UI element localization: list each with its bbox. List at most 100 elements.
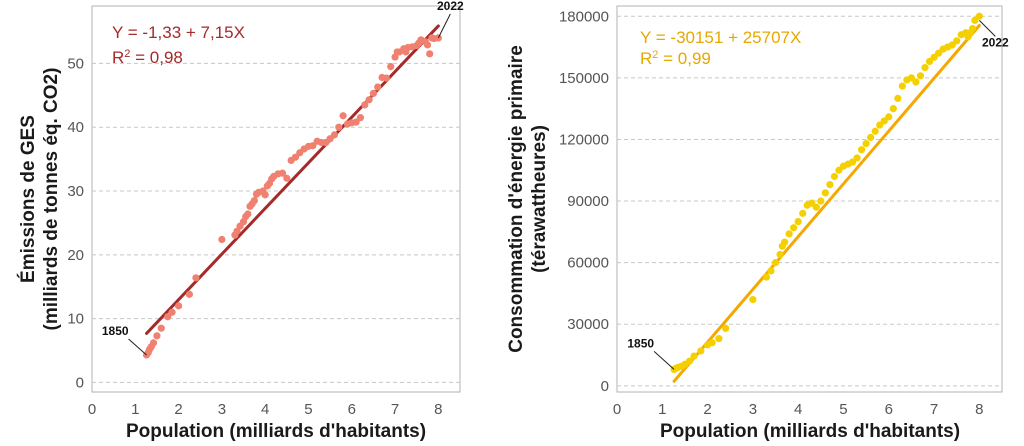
data-point [149,339,158,347]
data-point [192,274,200,282]
x-tick-label: 6 [885,401,893,418]
data-point [382,74,390,82]
data-point [857,146,866,154]
x-tick-label: 7 [391,401,399,418]
data-point [426,50,434,58]
data-points [142,34,442,359]
data-point [387,63,395,71]
data-point [776,250,784,259]
x-tick-label: 2 [703,401,711,418]
data-point [921,63,929,72]
data-point [330,131,339,139]
x-tick-label: 1 [658,401,666,418]
data-point [780,238,789,246]
x-tick-label: 2 [174,401,182,418]
data-point [889,105,897,113]
x-tick-label: 8 [975,401,983,418]
data-point [862,139,870,148]
year-label: 2022 [982,35,1009,49]
x-tick-label: 5 [839,401,847,418]
data-point [968,24,977,33]
data-point [898,82,906,90]
ghg-emissions-chart: 0 10 20 30 40 50 0 1 2 3 4 5 6 7 8 1850 2022 Y = -1,33… [17,0,464,442]
y-tick-label: 60000 [567,255,609,272]
data-point [975,12,983,20]
data-point [708,339,716,347]
data-point [352,118,360,126]
regression-line-segment [145,24,440,335]
data-point [867,133,875,142]
r-squared: R2 = 0,99 [640,49,711,68]
data-point [174,302,183,310]
data-point [291,153,300,161]
regression-equation: Y = -30151 + 25707X [640,28,801,47]
data-point [185,290,194,298]
year-annotations: 1850 2022 [102,0,464,356]
y-tick-labels: 0 30000 60000 90000 120000 150000 180000 [559,8,609,395]
x-tick-label: 0 [613,401,621,418]
data-point [697,347,705,355]
y-tick-label: 0 [76,374,84,391]
x-tick-label: 3 [749,401,757,418]
data-point [794,217,802,226]
data-point [853,154,861,162]
y-tick-label: 30 [67,183,84,200]
annotation-leader [128,338,147,356]
y-axis-title-line1: Consommation d'énergie primaire [506,45,527,353]
plot-frame [91,5,461,393]
data-point [767,267,775,275]
data-point [365,96,373,104]
x-tick-label: 6 [348,401,356,418]
y-axis-title-line2: (milliards de tonnes éq. CO2) [41,68,62,331]
data-point [817,197,825,205]
x-axis-title: Population (milliards d'habitants) [660,421,960,442]
y-tick-label: 0 [601,378,609,395]
year-label: 1850 [627,336,654,350]
data-point [871,127,879,135]
x-tick-label: 8 [434,401,442,418]
data-point [690,352,698,360]
data-point [164,313,172,321]
data-point [278,169,287,177]
x-tick-label: 5 [304,401,312,418]
y-tick-label: 120000 [559,131,609,148]
data-point [423,41,432,49]
data-point [771,259,780,267]
y-tick-label: 180000 [559,8,609,25]
data-point [168,308,176,316]
x-tick-labels: 0 1 2 3 4 5 6 7 8 [613,401,984,418]
data-point [309,142,317,150]
y-tick-label: 20 [67,247,84,264]
data-point [812,203,820,211]
year-label: 1850 [102,324,129,338]
annotation-leader [653,351,675,370]
y-tick-label: 40 [67,119,84,136]
regression-line [672,23,981,383]
annotation-leader [978,20,996,37]
regression-line-segment [672,23,981,383]
year-annotations: 1850 2022 [627,20,1009,370]
data-point [374,83,382,91]
x-tick-label: 7 [930,401,938,418]
data-point [826,181,834,189]
data-points [670,12,983,374]
x-tick-labels: 0 1 2 3 4 5 6 7 8 [88,401,443,418]
data-point [157,324,165,332]
x-tick-label: 0 [88,401,96,418]
plot-frame [616,5,1003,393]
y-axis-title-line2: (térawattheures) [529,125,550,273]
r-squared: R2 = 0,98 [112,48,183,67]
y-tick-label: 30000 [567,316,609,333]
annotation-leader [437,13,451,39]
x-tick-label: 3 [218,401,226,418]
data-point [790,224,798,232]
data-point [749,296,757,304]
data-point [283,174,291,182]
data-point [250,196,258,205]
data-point [830,172,839,181]
data-point [356,114,365,122]
data-point [261,191,269,199]
data-point [715,335,723,343]
data-point [685,357,694,365]
data-point [335,123,343,131]
